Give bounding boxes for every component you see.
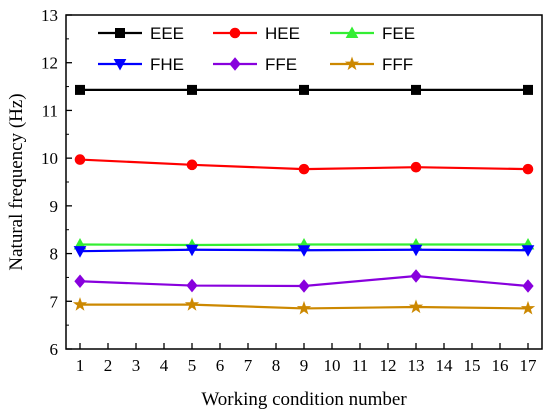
data-point-fhe: [297, 245, 311, 257]
y-tick-label: 6: [50, 340, 59, 359]
data-point-eee: [75, 84, 85, 95]
x-tick-label: 11: [352, 356, 368, 375]
data-point-eee: [523, 84, 533, 95]
data-point-eee: [299, 84, 309, 95]
y-tick-label: 9: [50, 197, 59, 216]
series-layer: [72, 84, 536, 315]
series-fhe: [73, 244, 535, 258]
x-tick-label: 12: [380, 356, 397, 375]
data-point-hee: [186, 159, 198, 171]
y-tick-label: 11: [42, 101, 58, 120]
x-tick-label: 16: [492, 356, 509, 375]
y-tick-label: 13: [41, 6, 58, 25]
data-point-fff: [408, 299, 424, 314]
data-point-fhe: [185, 244, 199, 257]
data-point-eee: [411, 84, 421, 95]
y-tick-label: 12: [41, 54, 58, 73]
data-point-fff: [184, 297, 200, 311]
data-point-fhe: [521, 245, 535, 257]
x-tick-label: 7: [244, 356, 253, 375]
legend-item-fee: FEE: [330, 24, 415, 43]
data-point-hee: [410, 161, 422, 173]
legend-label: FFE: [265, 55, 297, 74]
legend-item-eee: EEE: [98, 24, 184, 43]
data-point-hee: [522, 163, 534, 175]
legend-item-ffe: FFE: [213, 55, 297, 74]
x-tick-label: 13: [408, 356, 425, 375]
series-eee: [75, 84, 533, 95]
x-tick-label: 3: [132, 356, 141, 375]
legend-item-fhe: FHE: [98, 55, 184, 74]
x-tick-label: 17: [520, 356, 538, 375]
x-axis-title: Working condition number: [201, 389, 407, 410]
legend-item-hee: HEE: [213, 24, 300, 43]
legend-marker: [344, 56, 360, 71]
data-point-eee: [187, 84, 197, 95]
legend-marker: [229, 27, 241, 39]
legend-marker: [115, 28, 125, 38]
legend-marker: [345, 26, 359, 38]
legend-item-fff: FFF: [330, 55, 413, 74]
data-point-fhe: [73, 246, 87, 258]
y-tick-label: 7: [50, 292, 59, 311]
y-tick-label: 10: [41, 149, 58, 168]
x-tick-label: 8: [272, 356, 281, 375]
x-tick-label: 10: [324, 356, 341, 375]
x-tick-label: 2: [104, 356, 113, 375]
x-tick-label: 6: [216, 356, 225, 375]
y-axis-title: Natural frequency (Hz): [6, 93, 27, 270]
legend-label: FFF: [382, 55, 413, 74]
data-point-ffe: [410, 269, 422, 283]
data-point-fhe: [409, 244, 423, 257]
x-tick-label: 4: [160, 356, 169, 375]
data-point-hee: [74, 154, 86, 165]
data-point-fff: [520, 300, 536, 315]
data-point-ffe: [186, 278, 198, 293]
data-point-fff: [72, 297, 88, 311]
series-ffe: [74, 269, 534, 293]
legend-label: FHE: [150, 55, 184, 74]
legend-marker: [113, 59, 127, 71]
legend-marker: [229, 57, 241, 71]
series-hee: [74, 154, 534, 175]
y-tick-label: 8: [50, 245, 59, 264]
data-point-ffe: [74, 274, 86, 289]
x-tick-label: 5: [188, 356, 197, 375]
legend-label: EEE: [150, 24, 184, 43]
data-point-ffe: [522, 279, 534, 293]
legend: EEE HEE FEE FHE FFE FFF: [98, 24, 415, 74]
data-point-hee: [298, 163, 310, 175]
legend-label: FEE: [382, 24, 415, 43]
x-tick-label: 15: [464, 356, 481, 375]
data-point-fff: [296, 300, 312, 315]
legend-label: HEE: [265, 24, 300, 43]
data-point-ffe: [298, 279, 310, 293]
x-tick-label: 1: [76, 356, 85, 375]
x-tick-label: 14: [436, 356, 454, 375]
series-fff: [72, 297, 536, 315]
x-tick-label: 9: [300, 356, 309, 375]
